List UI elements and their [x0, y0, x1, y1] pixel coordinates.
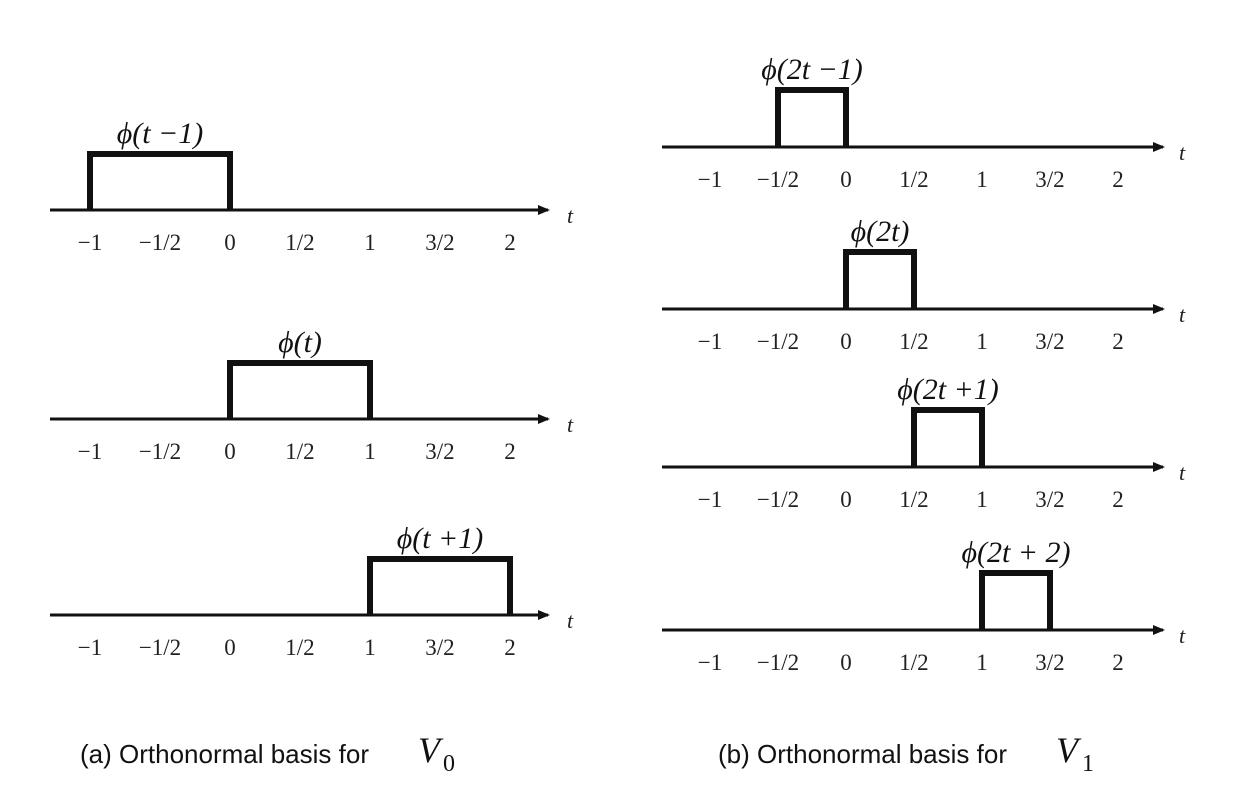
- caption-a-subscript: 0: [443, 751, 455, 777]
- caption-b-subscript: 1: [1082, 751, 1094, 777]
- tick-label: −1/2: [757, 487, 799, 512]
- tick-label: −1: [698, 650, 722, 675]
- caption-a-text: (a) Orthonormal basis for: [80, 739, 369, 769]
- tick-label: 1/2: [899, 329, 928, 354]
- box-pulse: [87, 151, 233, 210]
- axis-variable-label: t: [567, 412, 574, 437]
- axis-variable-label: t: [1179, 460, 1186, 485]
- box-pulse: [843, 249, 917, 309]
- tick-label: 3/2: [1035, 329, 1064, 354]
- tick-label: 3/2: [425, 230, 454, 255]
- function-label: ϕ(2t + 2): [961, 536, 1070, 569]
- caption-b: (b) Orthonormal basis for V 1: [718, 730, 1094, 777]
- plot-row: t ϕ(t +1) −1 −1/2 0 1/2 1 3/2 2: [50, 522, 574, 660]
- tick-label: 0: [840, 329, 852, 354]
- tick-label: 1/2: [899, 487, 928, 512]
- tick-label: 1: [976, 487, 988, 512]
- tick-label: 2: [504, 439, 516, 464]
- tick-label: 1/2: [899, 650, 928, 675]
- tick-label: −1: [698, 329, 722, 354]
- function-label: ϕ(2t −1): [761, 53, 863, 86]
- tick-label: 2: [504, 635, 516, 660]
- tick-label: 2: [1112, 650, 1124, 675]
- tick-label: 2: [504, 230, 516, 255]
- tick-label: −1/2: [139, 635, 181, 660]
- tick-label: 1: [364, 635, 376, 660]
- tick-label: 3/2: [425, 439, 454, 464]
- tick-label: 1: [976, 329, 988, 354]
- caption-a: (a) Orthonormal basis for V 0: [80, 730, 455, 777]
- tick-label: −1/2: [139, 439, 181, 464]
- panel-a: t ϕ(t −1) −1 −1/2 0 1/2 1 3/2 2 t ϕ(t) −1 −1/2 0 1/2 1 3…: [50, 117, 574, 660]
- axis-variable-label: t: [1179, 302, 1186, 327]
- plot-row: t ϕ(2t −1) −1 −1/2 0 1/2 1 3/2 2: [662, 53, 1186, 192]
- function-label: ϕ(2t +1): [897, 373, 999, 406]
- plot-row: t ϕ(2t +1) −1 −1/2 0 1/2 1 3/2 2: [662, 373, 1186, 512]
- tick-label: 0: [224, 439, 236, 464]
- tick-label: 3/2: [1035, 487, 1064, 512]
- tick-label: 1/2: [285, 439, 314, 464]
- tick-label: 3/2: [1035, 650, 1064, 675]
- tick-label: −1/2: [757, 167, 799, 192]
- caption-a-space: V: [418, 730, 444, 770]
- tick-label: 3/2: [425, 635, 454, 660]
- tick-label: 1: [976, 167, 988, 192]
- tick-label: 0: [840, 487, 852, 512]
- tick-label: 0: [840, 167, 852, 192]
- tick-label: −1/2: [757, 650, 799, 675]
- plot-row: t ϕ(t) −1 −1/2 0 1/2 1 3/2 2: [50, 326, 574, 464]
- box-pulse: [775, 87, 849, 147]
- plot-row: t ϕ(2t) −1 −1/2 0 1/2 1 3/2 2: [662, 215, 1186, 354]
- axis-variable-label: t: [567, 203, 574, 228]
- tick-label: 3/2: [1035, 167, 1064, 192]
- tick-label: 2: [1112, 167, 1124, 192]
- tick-label: 1: [976, 650, 988, 675]
- box-pulse: [227, 360, 373, 419]
- function-label: ϕ(t): [278, 326, 322, 359]
- function-label: ϕ(t −1): [117, 117, 204, 150]
- axis-variable-label: t: [1179, 623, 1186, 648]
- tick-label: 1: [364, 230, 376, 255]
- tick-label: −1/2: [139, 230, 181, 255]
- tick-label: 1/2: [285, 230, 314, 255]
- tick-label: −1: [698, 167, 722, 192]
- plot-row: t ϕ(2t + 2) −1 −1/2 0 1/2 1 3/2 2: [662, 536, 1186, 675]
- tick-label: −1: [78, 230, 102, 255]
- tick-label: −1: [698, 487, 722, 512]
- axis-variable-label: t: [1179, 140, 1186, 165]
- function-label: ϕ(t +1): [397, 522, 484, 555]
- axis-variable-label: t: [567, 608, 574, 633]
- tick-label: −1/2: [757, 329, 799, 354]
- box-pulse: [979, 570, 1053, 630]
- tick-label: 2: [1112, 487, 1124, 512]
- caption-b-space: V: [1056, 730, 1082, 770]
- tick-label: 0: [840, 650, 852, 675]
- tick-label: −1: [78, 439, 102, 464]
- box-pulse: [911, 407, 985, 467]
- caption-b-text: (b) Orthonormal basis for: [718, 739, 1007, 769]
- tick-label: 1/2: [899, 167, 928, 192]
- tick-label: 0: [224, 635, 236, 660]
- box-pulse: [367, 556, 513, 615]
- tick-label: 1/2: [285, 635, 314, 660]
- panel-b: t ϕ(2t −1) −1 −1/2 0 1/2 1 3/2 2 t ϕ(2t) −1 −1/2 0 1/2…: [662, 53, 1186, 675]
- plot-row: t ϕ(t −1) −1 −1/2 0 1/2 1 3/2 2: [50, 117, 574, 255]
- tick-label: 0: [224, 230, 236, 255]
- function-label: ϕ(2t): [851, 215, 910, 248]
- tick-label: −1: [78, 635, 102, 660]
- tick-label: 1: [364, 439, 376, 464]
- tick-label: 2: [1112, 329, 1124, 354]
